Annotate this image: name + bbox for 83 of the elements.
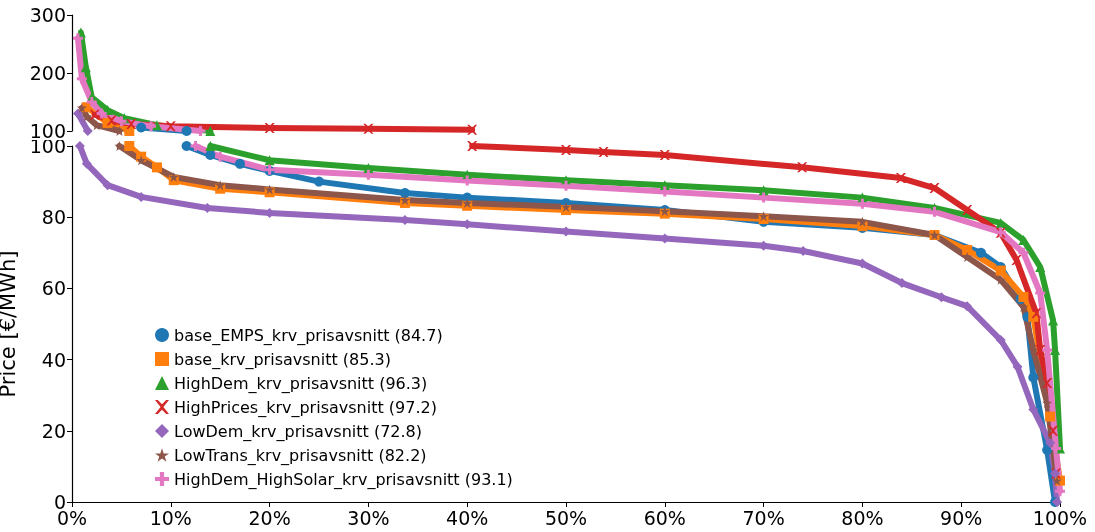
point <box>467 141 478 151</box>
legend-label: LowTrans_krv_prisavsnitt (82.2) <box>174 445 427 466</box>
point <box>234 158 245 169</box>
x-tick-label: 60% <box>643 506 686 529</box>
point <box>1042 378 1053 389</box>
point <box>1018 301 1029 312</box>
point <box>205 141 216 151</box>
point <box>264 123 275 134</box>
point <box>181 126 192 136</box>
point <box>1035 262 1046 273</box>
point <box>314 176 324 187</box>
point <box>89 109 100 120</box>
point <box>561 180 571 191</box>
point <box>797 162 808 173</box>
point <box>151 162 162 173</box>
point <box>399 187 410 198</box>
point <box>106 115 117 126</box>
x-tick-label: 70% <box>742 506 785 529</box>
point <box>136 122 147 133</box>
y-tick-label: 20 <box>41 419 66 442</box>
point <box>561 201 571 212</box>
legend-label: HighDem_krv_prisavsnitt (96.3) <box>174 373 428 394</box>
x-tick-label: 20% <box>248 506 291 529</box>
legend-label: HighDem_HighSolar_krv_prisavsnitt (93.1) <box>174 469 513 490</box>
point <box>962 244 973 255</box>
point <box>659 149 670 160</box>
point <box>1018 247 1029 258</box>
point <box>1042 445 1053 456</box>
point <box>264 155 275 166</box>
x-tick-label: 50% <box>544 506 588 529</box>
point <box>146 121 157 132</box>
x-tick-label: 30% <box>347 506 390 529</box>
x-tick-label: 100% <box>1032 506 1088 529</box>
point <box>561 144 571 155</box>
point <box>1045 437 1056 448</box>
point <box>124 141 135 151</box>
y-axis-title: Price [€/MWh] <box>0 250 21 398</box>
x-tick-label: 90% <box>940 506 983 529</box>
point <box>929 183 940 194</box>
legend-label: HighPrices_krv_prisavsnitt (97.2) <box>174 397 437 418</box>
point <box>467 124 478 135</box>
point <box>74 141 85 151</box>
point <box>190 141 201 151</box>
point <box>659 186 670 197</box>
x-tick-label: 80% <box>841 506 884 529</box>
point <box>1035 344 1046 355</box>
point <box>72 108 83 119</box>
point <box>857 198 868 209</box>
point <box>81 111 92 122</box>
point <box>462 175 473 186</box>
y-tick-label: 60 <box>41 277 66 300</box>
point <box>165 121 176 132</box>
point <box>1045 411 1056 422</box>
point <box>114 141 125 151</box>
point <box>975 247 986 258</box>
point <box>136 155 147 166</box>
point <box>363 123 374 134</box>
point <box>1048 425 1059 436</box>
x-tick-label: 40% <box>446 506 489 529</box>
point <box>1028 372 1039 383</box>
legend-label: base_krv_prisavsnitt (85.3) <box>174 349 391 370</box>
point <box>126 119 137 130</box>
legend-label: base_EMPS_krv_prisavsnitt (84.7) <box>174 325 443 346</box>
y-tick-label: 80 <box>41 206 66 229</box>
y-tick-label: 200 <box>29 62 66 84</box>
point <box>962 205 973 216</box>
point <box>96 108 107 119</box>
point <box>929 206 940 217</box>
point <box>181 141 192 151</box>
point <box>995 335 1006 346</box>
point <box>205 126 216 136</box>
legend-label: LowDem_krv_prisavsnitt (72.8) <box>174 421 423 442</box>
y-tick-label: 40 <box>41 348 66 371</box>
x-tick-label: 10% <box>149 506 192 529</box>
point <box>857 216 868 227</box>
point <box>895 173 906 184</box>
point <box>1011 254 1022 265</box>
point <box>86 97 97 107</box>
y-tick-label: 300 <box>29 4 66 26</box>
point <box>1051 443 1062 454</box>
point <box>168 171 179 182</box>
point <box>598 147 609 158</box>
point <box>82 126 93 136</box>
